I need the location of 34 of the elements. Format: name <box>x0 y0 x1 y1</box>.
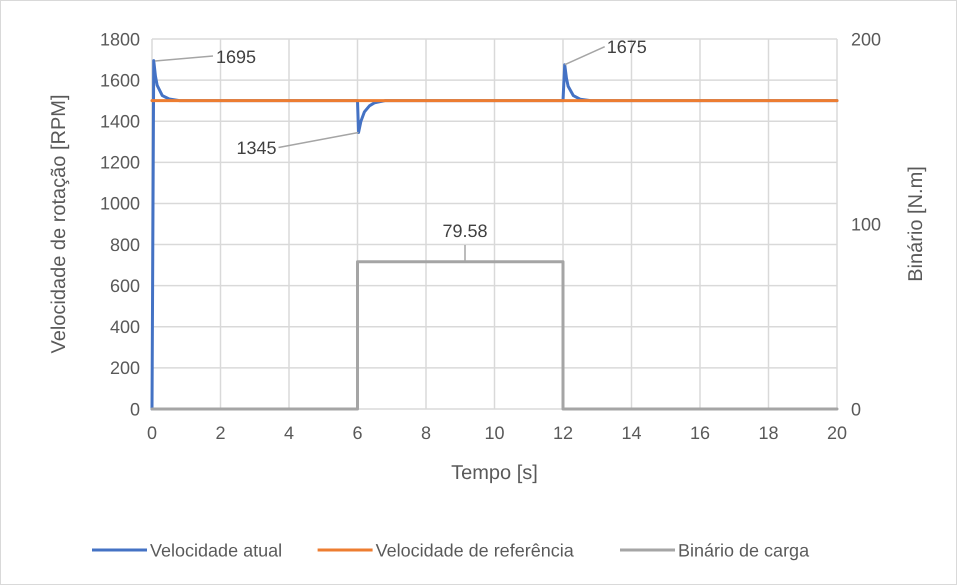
annotation: 1345 <box>236 138 277 158</box>
legend-label: Binário de carga <box>678 540 810 560</box>
y-tick-label: 800 <box>110 234 140 255</box>
y-tick-label: 1800 <box>100 29 140 50</box>
y2-tick-label: 100 <box>851 214 882 234</box>
x-tick-label: 20 <box>826 423 848 443</box>
x-tick-label: 14 <box>621 423 642 443</box>
x-tick-label: 4 <box>284 423 294 443</box>
x-tick-label: 8 <box>420 423 432 443</box>
x-tick-label: 6 <box>352 423 363 443</box>
annotation: 1675 <box>606 36 647 57</box>
annotation: 79.58 <box>442 221 488 241</box>
y-tick-label: 0 <box>130 399 140 420</box>
y-tick-label: 400 <box>110 317 140 338</box>
legend-label: Velocidade de referência <box>376 540 575 560</box>
y-axis-title: Velocidade de rotação [RPM] <box>48 94 70 354</box>
x-tick-label: 12 <box>552 423 574 443</box>
y-tick-label: 1600 <box>100 70 140 90</box>
x-tick-label: 2 <box>215 423 226 443</box>
y-tick-label: 1200 <box>100 152 140 173</box>
y2-axis-title: Binário [N.m] <box>905 166 927 282</box>
annotation: 1695 <box>216 47 256 67</box>
y-tick-label: 200 <box>110 358 140 378</box>
x-tick-label: 16 <box>690 423 710 443</box>
x-tick-label: 10 <box>484 423 505 443</box>
y-tick-label: 1400 <box>100 112 140 132</box>
y2-tick-label: 200 <box>851 29 882 50</box>
y-tick-label: 1000 <box>100 194 140 214</box>
legend-label: Velocidade atual <box>150 540 282 560</box>
y-tick-label: 600 <box>110 276 140 296</box>
x-tick-label: 18 <box>758 423 779 443</box>
x-axis-title: Tempo [s] <box>451 462 538 484</box>
x-tick-label: 0 <box>146 423 158 443</box>
y2-tick-label: 0 <box>851 399 862 420</box>
